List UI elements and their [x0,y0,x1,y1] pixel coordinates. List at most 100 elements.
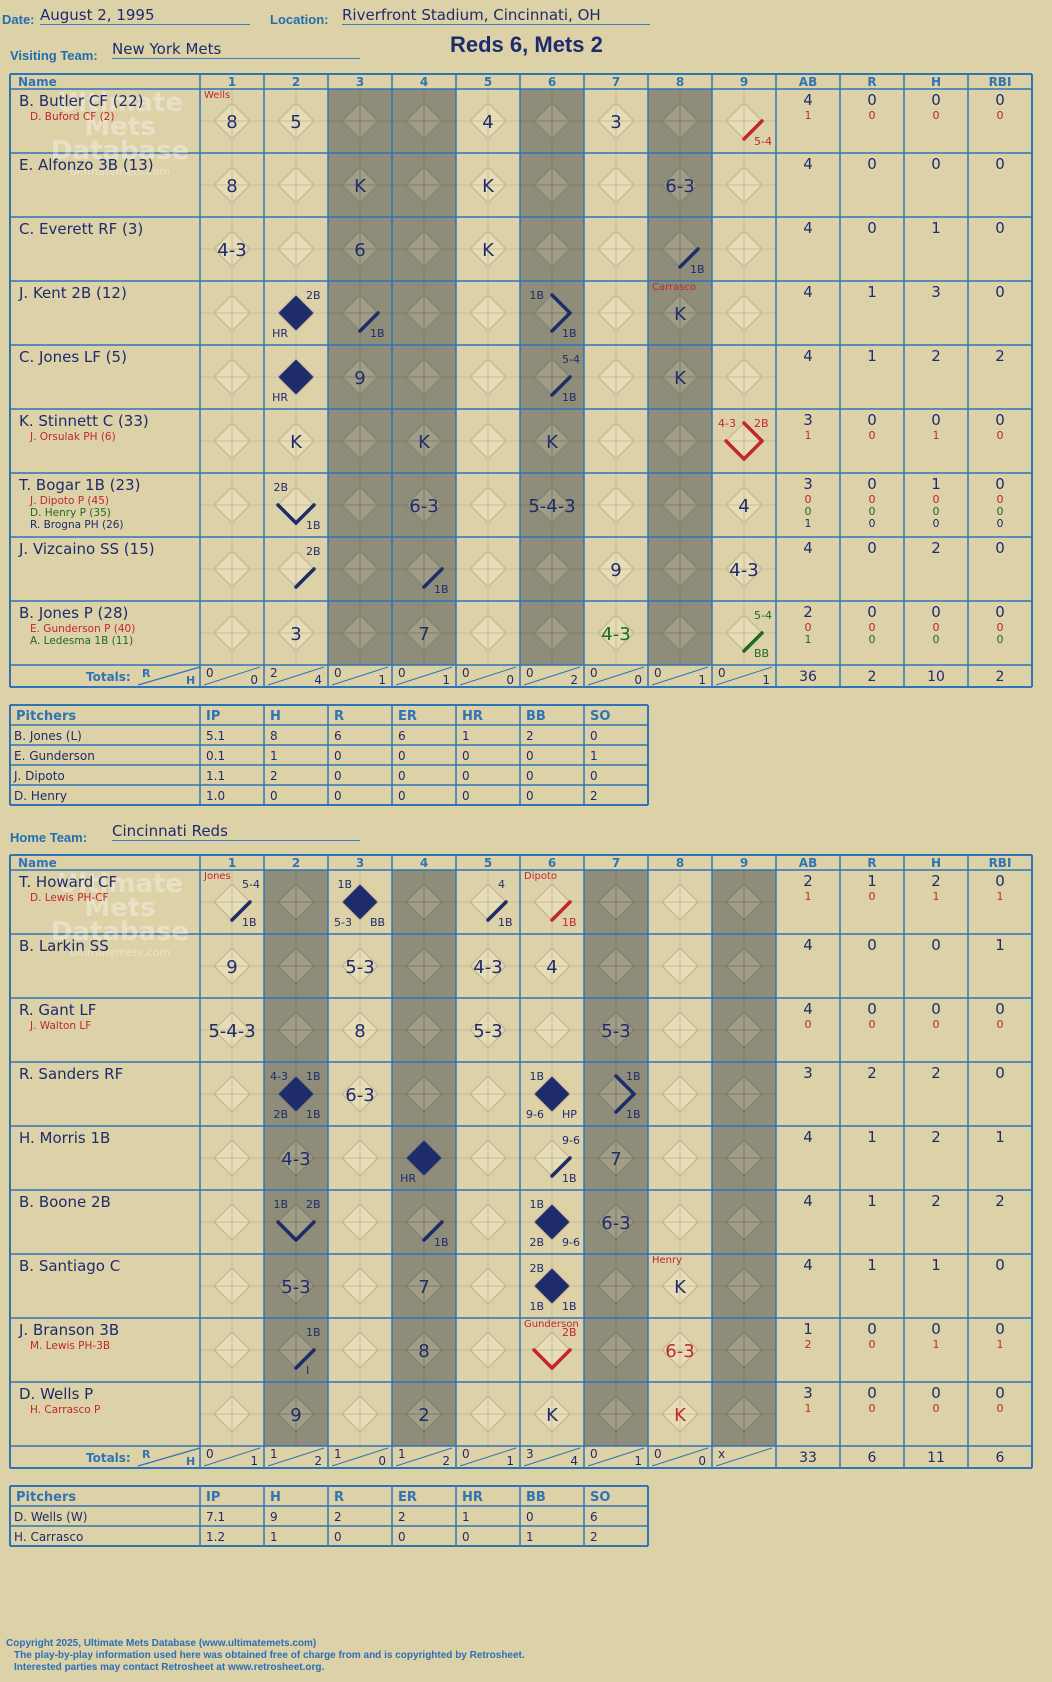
visitors-play-detail: 1B [529,289,544,302]
visitors-batter-name: B. Butler CF (22) [19,92,144,110]
visitors-batter-name: C. Everett RF (3) [19,220,143,238]
home-stat-ab: 0 [805,1018,812,1031]
visitors-play-result: 3 [610,112,621,133]
visitors-inning-runs: 0 [526,666,534,680]
home-inning-runs: x [718,1447,725,1461]
visitors-substitute-name: J. Orsulak PH (6) [29,431,116,443]
home-batter-name: H. Morris 1B [19,1129,110,1147]
home-stat-h: 1 [931,1256,941,1274]
home-play-result: 8 [418,1341,429,1362]
visitors-stat-rbi: 0 [995,219,1005,237]
home-stat-rbi: 1 [995,936,1005,954]
visitors-stat-ab: 1 [805,633,812,646]
home-pitcher-stat: 1.2 [206,1530,225,1544]
visitors-stat-h: 3 [931,283,941,301]
visitors-substitute-name: A. Ledesma 1B (11) [30,635,133,647]
visitors-stat-ab: 3 [803,475,813,493]
visitors-stat-rbi: 0 [997,109,1004,122]
home-basepath [614,1074,636,1096]
home-totals-divider [523,1447,581,1467]
home-inning-runs: 3 [526,1447,534,1461]
home-batter-name: B. Larkin SS [19,937,109,955]
home-play-detail: 1B [337,878,352,891]
visitors-stat-h: 2 [931,347,941,365]
home-name-header: Name [18,856,57,870]
home-stat-h: 1 [933,1338,940,1351]
home-play-detail: 5-4 [242,878,260,891]
visiting-team-value: New York Mets [112,40,360,59]
home-run-scored-diamond [278,1076,314,1112]
visitors-basepath [742,421,764,443]
visitors-inning-header-5: 5 [484,75,492,89]
visitors-stat-ab: 4 [803,219,813,237]
visitors-totals-divider [137,666,201,686]
footer-copyright: Copyright 2025, Ultimate Mets Database (… [6,1638,317,1649]
visitors-pitcher-header-r: R [334,709,344,724]
home-inning-header-2: 2 [292,856,300,870]
home-stat-ab: 3 [803,1064,813,1082]
visitors-stat-r: 0 [867,155,877,173]
visitors-totals-divider [267,666,325,686]
visitors-basepath [742,119,764,141]
home-stat-ab: 4 [803,1128,813,1146]
home-inning-hits: 2 [314,1454,322,1468]
visitors-stat-r: 0 [867,411,877,429]
visitors-stat-r: 0 [869,621,876,634]
visitors-play-result: 5 [290,112,301,133]
home-totals-divider [459,1447,517,1467]
visitors-stat-rbi: 0 [997,633,1004,646]
home-play-result: 4-3 [281,1149,310,1170]
visitors-inning-header-1: 1 [228,75,236,89]
visitors-play-result: 6-3 [665,176,694,197]
visitors-play-detail: 1B [434,583,449,596]
visitors-play-result: 7 [418,624,429,645]
visitors-pitcher-stat: 2 [526,729,534,743]
home-total-r: 6 [868,1450,877,1466]
home-play-result: 6-3 [345,1085,374,1106]
home-play-result: 2 [418,1405,429,1426]
visitors-stat-r: 0 [867,91,877,109]
visitors-pitcher-stat: 0.1 [206,749,225,763]
visitors-stat-h: 1 [933,429,940,442]
home-play-result: 5-3 [281,1277,310,1298]
home-stat-rbi: 0 [995,1000,1005,1018]
visitors-stat-rbi: 0 [997,621,1004,634]
home-play-detail: 1B [306,1108,321,1121]
home-stat-r: 0 [869,890,876,903]
visitors-batter-name: J. Kent 2B (12) [18,284,127,302]
visitors-play-detail: 4-3 [718,417,736,430]
visitors-play-detail: 5-4 [754,135,772,148]
footer-retrosheet-note: The play-by-play information used here w… [14,1650,525,1661]
home-pitcher-header-so: SO [590,1490,610,1505]
home-totals-divider [395,1447,453,1467]
home-pitcher-header-ip: IP [206,1490,220,1505]
visitors-play-result: 8 [226,176,237,197]
home-batter-name: R. Gant LF [19,1001,96,1019]
visitors-inning-runs: 0 [334,666,342,680]
home-batter-name: B. Boone 2B [19,1193,111,1211]
home-stat-rbi: 0 [995,1384,1005,1402]
footer: Copyright 2025, Ultimate Mets Database (… [6,1638,525,1674]
home-stat-r: 0 [867,1320,877,1338]
visitors-pitcher-stat: 0 [590,769,598,783]
visitors-play-detail: 2B [273,481,288,494]
visitors-pitcher-stat: 0 [398,769,406,783]
home-basepath [532,1348,554,1370]
home-play-result: K [546,1405,559,1426]
visitors-stat-h: 0 [931,155,941,173]
home-basepath [550,1156,572,1178]
home-totals-divider [651,1447,709,1467]
home-pitcher-stat: 1 [270,1530,278,1544]
visitors-stat-r: 0 [867,475,877,493]
visitors-stat-ab: 0 [805,493,812,506]
visitors-stat-ab: 1 [805,429,812,442]
home-play-detail: 1B [529,1198,544,1211]
visitors-stat-h: 0 [933,621,940,634]
visitors-stat-rbi: 0 [995,603,1005,621]
visitors-play-result: 9 [610,560,621,581]
home-stat-rbi: 1 [995,1128,1005,1146]
visitors-substitute-name: R. Brogna PH (26) [30,519,124,531]
home-pitcher-header-pitchers: Pitchers [16,1490,76,1505]
visitors-stat-h: 0 [931,603,941,621]
visitors-stat-ab: 1 [805,517,812,530]
